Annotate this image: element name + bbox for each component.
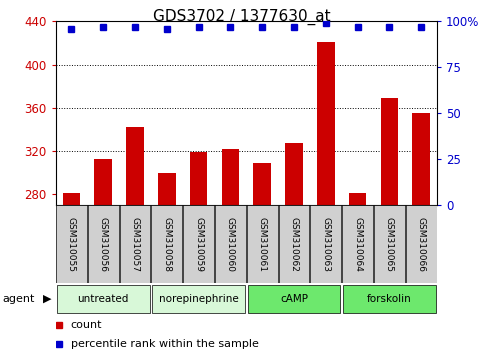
Text: agent: agent: [2, 294, 35, 304]
Bar: [406, 205, 437, 283]
Bar: [349, 193, 367, 354]
Text: GSM310064: GSM310064: [353, 217, 362, 272]
Bar: [215, 205, 246, 283]
Bar: [342, 205, 373, 283]
Bar: [120, 205, 151, 283]
Text: count: count: [71, 320, 102, 330]
Bar: [95, 159, 112, 354]
Text: percentile rank within the sample: percentile rank within the sample: [71, 339, 259, 349]
Text: ▶: ▶: [43, 294, 52, 304]
Bar: [222, 149, 239, 354]
Bar: [151, 205, 182, 283]
Bar: [57, 285, 150, 314]
Text: GSM310056: GSM310056: [99, 217, 108, 272]
Text: GSM310058: GSM310058: [162, 217, 171, 272]
Text: GSM310059: GSM310059: [194, 217, 203, 272]
Bar: [63, 193, 80, 354]
Text: norepinephrine: norepinephrine: [159, 294, 239, 304]
Bar: [412, 113, 430, 354]
Text: GDS3702 / 1377630_at: GDS3702 / 1377630_at: [153, 9, 330, 25]
Text: GSM310065: GSM310065: [385, 217, 394, 272]
Bar: [126, 127, 144, 354]
Bar: [317, 42, 335, 354]
Text: GSM310062: GSM310062: [289, 217, 298, 272]
Bar: [88, 205, 119, 283]
Text: GSM310061: GSM310061: [258, 217, 267, 272]
Bar: [279, 205, 310, 283]
Bar: [183, 205, 214, 283]
Bar: [285, 143, 303, 354]
Text: cAMP: cAMP: [280, 294, 308, 304]
Bar: [158, 173, 176, 354]
Text: untreated: untreated: [78, 294, 129, 304]
Bar: [152, 285, 245, 314]
Bar: [381, 98, 398, 354]
Bar: [343, 285, 436, 314]
Text: GSM310055: GSM310055: [67, 217, 76, 272]
Bar: [56, 205, 87, 283]
Bar: [248, 285, 341, 314]
Text: GSM310060: GSM310060: [226, 217, 235, 272]
Text: GSM310057: GSM310057: [130, 217, 140, 272]
Text: forskolin: forskolin: [367, 294, 412, 304]
Bar: [254, 163, 271, 354]
Bar: [247, 205, 278, 283]
Text: GSM310066: GSM310066: [417, 217, 426, 272]
Bar: [374, 205, 405, 283]
Bar: [190, 152, 207, 354]
Text: GSM310063: GSM310063: [321, 217, 330, 272]
Bar: [311, 205, 341, 283]
